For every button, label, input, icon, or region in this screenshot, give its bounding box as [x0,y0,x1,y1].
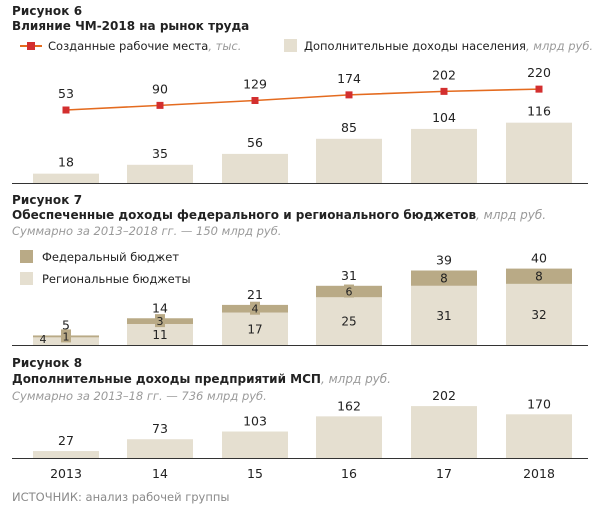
fig7-bar-regional-2018 [506,283,572,345]
fig8-bar-label-14: 73 [152,421,168,436]
fig8-bar-label-16: 162 [337,398,361,413]
fig6-bar-label-16: 85 [341,120,357,135]
fig6-legend-bar-name: Дополнительные доходы населения [304,39,526,53]
fig8-bar-14 [127,439,193,458]
fig6-baseline [12,183,588,184]
fig8-subtitle: Суммарно за 2013–18 гг. — 736 млрд руб. [12,389,267,403]
fig6-point-17 [440,87,448,95]
x-axis-label-2013: 2013 [50,466,82,481]
fig8-bar-2018 [506,414,572,458]
x-axis-label-2018: 2018 [523,466,555,481]
fig6-legend-bar-unit: , млрд руб. [525,39,594,53]
fig7-regional-label-2013: 4 [40,333,47,346]
fig8-bar-label-17: 202 [432,388,456,403]
fig7-legend-federal: Федеральный бюджет [42,250,180,264]
fig8-label: Рисунок 8 [12,356,83,370]
fig6-legend-bar: Дополнительные доходы населения, млрд ру… [304,39,593,53]
fig7-federal-badge-15 [250,301,260,315]
x-axis-label-14: 14 [152,466,168,481]
fig8-bar-label-15: 103 [243,414,267,429]
fig7-bar-regional-15 [222,312,288,345]
fig6-bar-15 [222,153,288,183]
fig7-regional-label-15: 17 [247,322,262,336]
fig7-federal-label-14: 3 [157,315,164,328]
fig7-federal-label-2013: 1 [63,330,70,343]
fig8-bar-16 [316,416,382,458]
fig7-title: Обеспеченные доходы федерального и регио… [12,208,546,222]
fig8-title-unit: , млрд руб. [320,372,391,386]
fig7-federal-label-16: 6 [346,286,353,299]
fig8-title-text: Дополнительные доходы предприятий МСП [12,372,321,386]
fig7-bar-regional-16 [316,297,382,345]
source-note: ИСТОЧНИК: анализ рабочей группы [12,490,230,504]
fig6-point-label-16: 174 [337,71,361,86]
fig6-bar-17 [411,128,477,183]
fig6-legend-line-name: Созданные рабочие места [48,39,209,53]
fig7-bar-regional-17 [411,285,477,345]
x-axis-label-15: 15 [247,466,263,481]
fig6-point-label-2018: 220 [527,65,551,80]
fig7-baseline [12,345,588,346]
fig7-regional-label-16: 25 [341,315,356,329]
fig6-point-14 [156,101,164,109]
fig7-subtitle: Суммарно за 2013–2018 гг. — 150 млрд руб… [12,224,282,238]
fig7-federal-label-15: 4 [252,303,259,316]
fig8-bar-15 [222,431,288,458]
fig7-total-label-17: 39 [436,253,452,268]
fig7-total-label-2013: 5 [62,317,70,332]
fig6-legend-line: Созданные рабочие места, тыс. [48,39,241,53]
fig7-federal-badge-14 [155,314,165,328]
fig7-label: Рисунок 7 [12,193,83,207]
fig7-bar-federal-2018 [506,268,572,284]
fig7-federal-badge-2013 [61,329,71,343]
fig6-bar-14 [127,164,193,183]
fig6-point-label-14: 90 [152,81,168,96]
fig7-total-label-16: 31 [341,268,357,283]
fig7-federal-badge-16 [344,284,354,298]
fig6-bar-2018 [506,122,572,183]
fig6-point-2018 [535,85,543,93]
fig6-bar-label-15: 56 [247,135,263,150]
fig6-point-label-17: 202 [432,67,456,82]
fig8-bar-label-2013: 27 [58,433,74,448]
fig7-total-label-15: 21 [247,287,263,302]
fig6-point-label-2013: 53 [58,86,74,101]
x-axis-label-17: 17 [436,466,452,481]
fig6-point-label-15: 129 [243,77,267,92]
fig8-baseline [12,458,588,459]
x-axis-label-16: 16 [341,466,357,481]
fig8-bar-label-2018: 170 [527,396,551,411]
fig6-bar-label-2013: 18 [58,155,74,170]
fig6-bar-16 [316,138,382,183]
fig8-bar-17 [411,406,477,458]
fig7-regional-label-2018: 32 [531,308,546,322]
fig7-regional-label-17: 31 [436,309,451,323]
fig7-bar-regional-14 [127,323,193,345]
fig7-total-label-2018: 40 [531,251,547,266]
fig6-label: Рисунок 6 [12,4,83,18]
fig7-title-text: Обеспеченные доходы федерального и регио… [12,208,477,222]
fig7-regional-label-14: 11 [152,328,167,342]
fig7-total-label-14: 14 [152,300,168,315]
fig6-bar-label-14: 35 [152,146,168,161]
fig6-line-jobs [65,88,540,111]
fig6-title: Влияние ЧМ-2018 на рынок труда [12,19,250,33]
fig6-bar-label-2018: 116 [527,104,551,119]
fig6-point-15 [251,97,259,104]
fig8-bar-2013 [33,451,99,458]
fig6-bar-2013 [33,173,99,183]
fig7-bar-federal-17 [411,270,477,286]
fig7-legend-regional: Региональные бюджеты [42,272,191,286]
fig6-bar-label-17: 104 [432,110,456,125]
fig7-federal-label-17: 8 [440,272,448,286]
fig7-title-unit: , млрд руб. [476,208,547,222]
fig8-title: Дополнительные доходы предприятий МСП, м… [12,372,391,386]
fig6-point-2013 [62,106,70,114]
fig6-legend-line-unit: , тыс. [208,39,242,53]
fig6-point-16 [345,91,353,99]
fig7-federal-label-2018: 8 [535,270,543,284]
